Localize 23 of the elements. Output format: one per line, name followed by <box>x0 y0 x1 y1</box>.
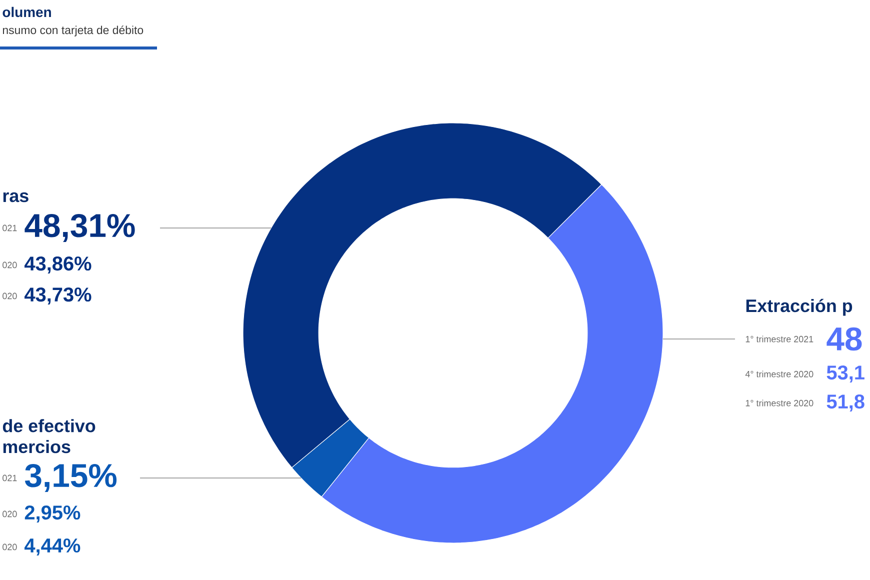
text: 020 <box>2 262 17 268</box>
text: 4° trimestre 2020 <box>745 370 814 378</box>
data-label: 48 <box>826 327 862 351</box>
data-label: 48,31% <box>24 214 135 242</box>
chart-subtitle: nsumo con tarjeta de débito <box>2 26 144 36</box>
text: 43,73% <box>24 287 92 304</box>
text: 1° trimestre 2020 <box>746 400 814 406</box>
text: 020 <box>2 544 17 550</box>
text: 1° trimestre 2021 <box>746 336 814 342</box>
slice-label: Extracción p <box>746 298 852 316</box>
text: 020 <box>2 510 17 518</box>
text: 020 <box>2 292 17 300</box>
text: 53,1 <box>826 365 864 382</box>
text: 021 <box>2 474 17 482</box>
text: 43,86% <box>24 256 92 274</box>
text: 4,44% <box>24 538 80 556</box>
text: 021 <box>2 224 17 232</box>
slice-label: ras <box>3 192 28 202</box>
text: 51,8 <box>826 394 864 412</box>
slice-label: de efectivo mercios <box>2 419 96 454</box>
chart-title: olumen <box>2 6 51 18</box>
text: 2,95% <box>24 505 80 522</box>
data-label: 3,15% <box>24 464 117 492</box>
